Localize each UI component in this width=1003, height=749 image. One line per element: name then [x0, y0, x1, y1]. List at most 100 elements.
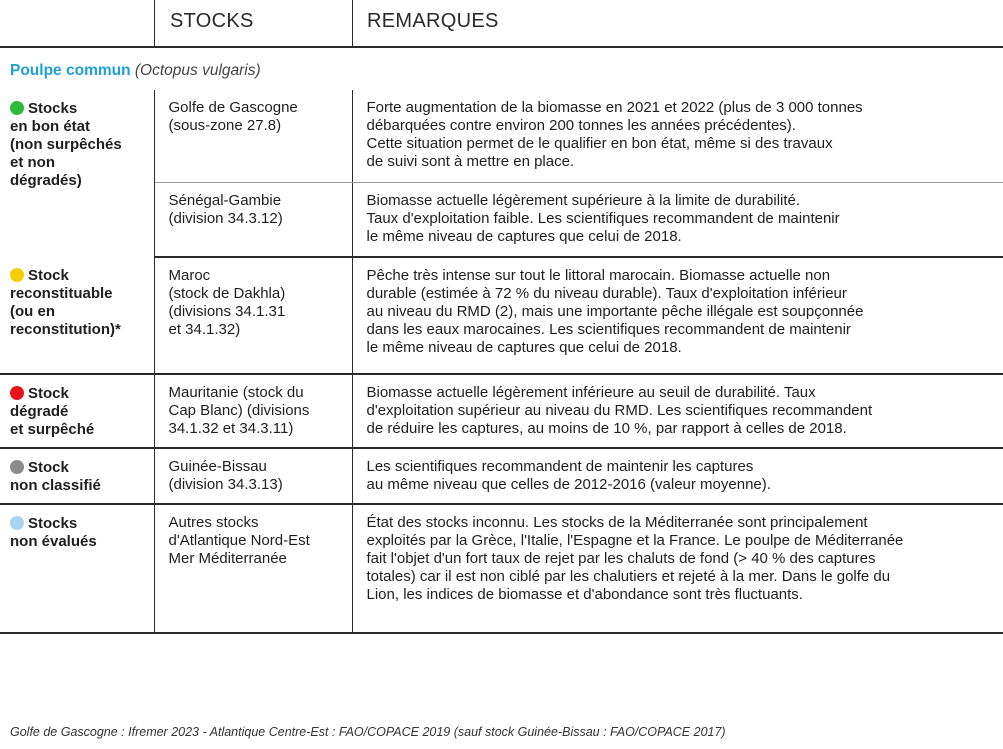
stock-name-line: (division 34.3.13) [168, 476, 283, 493]
stock-name-line: Cap Blanc) (divisions [168, 402, 310, 419]
status-cell: Stocks en bon état (non surpêchés et non dég… [0, 90, 155, 257]
remark-line: débarquées contre environ 200 tonnes les… [366, 117, 796, 134]
status-label-line: Stock [10, 385, 148, 403]
status-dot-icon [10, 268, 24, 282]
stock-cell: Guinée-Bissau (division 34.3.13) [154, 448, 353, 505]
status-label-line: non évalués [10, 533, 148, 551]
stock-name-line: Golfe de Gascogne [168, 99, 298, 116]
status-label-text: (ou en [10, 303, 55, 320]
stock-name-line: Maroc [168, 267, 211, 284]
remark-line: fait l'objet d'un fort taux de rejet par… [366, 550, 876, 567]
table-row: Stock non classifié Guinée-Bissau (division… [0, 448, 1003, 505]
remark-line: totales) car il est non ciblé par les ch… [366, 568, 891, 585]
remark-line: durable (estimée à 72 % du niveau durabl… [366, 285, 847, 302]
status-label-line: Stock [10, 267, 148, 285]
status-label-line: et non [10, 154, 148, 172]
remark-line: Biomasse actuelle légèrement supérieure … [366, 191, 801, 209]
status-label-text: (non surpêchés [10, 136, 122, 153]
stock-name-line: Mer Méditerranée [168, 550, 287, 567]
stock-cell: Golfe de Gascogne (sous-zone 27.8) [154, 90, 353, 183]
source-footnote: Golfe de Gascogne : Ifremer 2023 - Atlan… [10, 725, 726, 739]
status-dot-icon [10, 460, 24, 474]
remark-line: dans les eaux marocaines. Les scientifiq… [366, 321, 851, 338]
remark-line: le même niveau de captures que celui de … [366, 227, 682, 245]
remark-cell: Biomasse actuelle légèrement supérieure … [352, 182, 1003, 258]
remark-cell: Les scientifiques recommandent de mainte… [352, 448, 1003, 505]
status-label-line: Stocks [10, 515, 148, 533]
column-header-stocks: STOCKS [154, 0, 352, 46]
stock-name-line: (divisions 34.1.31 [168, 303, 286, 320]
status-dot-icon [10, 101, 24, 115]
status-label-line: dégradés) [10, 172, 148, 190]
status-label-text: dégradé [10, 403, 69, 420]
remark-line: exploités par la Grèce, l'Italie, l'Espa… [366, 532, 904, 549]
remark-line: d'exploitation supérieur au niveau du RM… [366, 402, 873, 419]
status-label-line: non classifié [10, 477, 148, 495]
species-name: Poulpe commun [10, 62, 131, 79]
status-cell: Stock dégradé et surpêché [0, 374, 155, 449]
stock-status-table: Stocks en bon état (non surpêchés et non dég… [0, 90, 1003, 634]
status-label-line: Stock [10, 459, 148, 477]
remark-cell: Forte augmentation de la biomasse en 202… [352, 90, 1003, 183]
status-cell: Stocks non évalués [0, 504, 155, 634]
remark-line: État des stocks inconnu. Les stocks de l… [366, 514, 868, 531]
stock-name-line: d'Atlantique Nord-Est [168, 532, 310, 549]
stock-name-line: Guinée-Bissau [168, 458, 267, 475]
table-row: Stock dégradé et surpêché Mauritanie (stock… [0, 374, 1003, 449]
remark-cell: Biomasse actuelle légèrement inférieure … [352, 374, 1003, 449]
table-row: Stocks en bon état (non surpêchés et non dég… [0, 90, 1003, 257]
remark-line: Pêche très intense sur tout le littoral … [366, 267, 831, 284]
status-label-text: Stock [28, 385, 69, 402]
status-label-line: (non surpêchés [10, 136, 148, 154]
status-label-text: Stocks [28, 515, 78, 532]
stock-name-line: Mauritanie (stock du [168, 384, 304, 401]
status-label-line: reconstitution)* [10, 321, 148, 339]
status-label-line: Stocks [10, 100, 148, 118]
species-latin-name: (Octopus vulgaris) [134, 62, 261, 79]
status-label-line: reconstituable [10, 285, 148, 303]
remark-line: au même niveau que celles de 2012-2016 (… [366, 476, 771, 493]
stock-name-line: (stock de Dakhla) [168, 285, 286, 302]
remark-line: Lion, les indices de biomasse et d'abond… [366, 586, 803, 603]
remark-line: Biomasse actuelle légèrement inférieure … [366, 384, 816, 401]
status-label-text: et non [10, 154, 55, 171]
status-dot-icon [10, 386, 24, 400]
stock-cell: Autres stocks d'Atlantique Nord-Est Mer Mé… [154, 504, 353, 634]
header-divider [0, 46, 1003, 48]
remark-line: de suivi sont à mettre en place. [366, 153, 575, 170]
status-label-text: non évalués [10, 533, 97, 550]
remark-line: de réduire les captures, au moins de 10 … [366, 420, 847, 437]
remark-line: Forte augmentation de la biomasse en 202… [366, 99, 863, 116]
status-label-text: en bon état [10, 118, 91, 135]
remark-cell: Pêche très intense sur tout le littoral … [352, 257, 1003, 375]
status-cell: Stock non classifié [0, 448, 155, 505]
remark-line: Cette situation permet de le qualifier e… [366, 135, 833, 152]
status-dot-icon [10, 516, 24, 530]
status-label-line: (ou en [10, 303, 148, 321]
remark-line: le même niveau de captures que celui de … [366, 339, 682, 356]
status-label-text: Stocks [28, 100, 78, 117]
table-row: Sénégal-Gambie (division 34.3.12) Biomasse… [0, 182, 1003, 258]
stock-cell: Maroc (stock de Dakhla) (divisions 34.1.31… [154, 257, 353, 375]
stock-name-line: 34.1.32 et 34.3.11) [168, 420, 294, 437]
status-label-line: dégradé [10, 403, 148, 421]
table-row: Stock reconstituable (ou en reconstitution)… [0, 257, 1003, 375]
remark-line: Taux d'exploitation faible. Les scientif… [366, 209, 840, 227]
status-label-text: Stock [28, 267, 69, 284]
table-row: Stocks non évalués Autres stocks d'Atlantiq… [0, 504, 1003, 634]
status-label-text: Stock [28, 459, 69, 476]
stock-name-line: (sous-zone 27.8) [168, 117, 282, 134]
stock-name-line: Autres stocks [168, 514, 259, 531]
column-header-remarks: REMARQUES [352, 0, 1003, 46]
status-label-line: en bon état [10, 118, 148, 136]
stock-name-line: (division 34.3.12) [168, 209, 283, 227]
stock-cell: Sénégal-Gambie (division 34.3.12) [154, 182, 353, 258]
status-label-text: reconstitution)* [10, 321, 121, 338]
status-cell: Stock reconstituable (ou en reconstitution)… [0, 257, 155, 375]
remark-line: au niveau du RMD (2), mais une important… [366, 303, 864, 320]
remark-line: Les scientifiques recommandent de mainte… [366, 458, 754, 475]
status-label-text: non classifié [10, 477, 101, 494]
species-heading: Poulpe commun (Octopus vulgaris) [10, 62, 261, 80]
stock-cell: Mauritanie (stock du Cap Blanc) (division… [154, 374, 353, 449]
status-label-text: et surpêché [10, 421, 95, 438]
